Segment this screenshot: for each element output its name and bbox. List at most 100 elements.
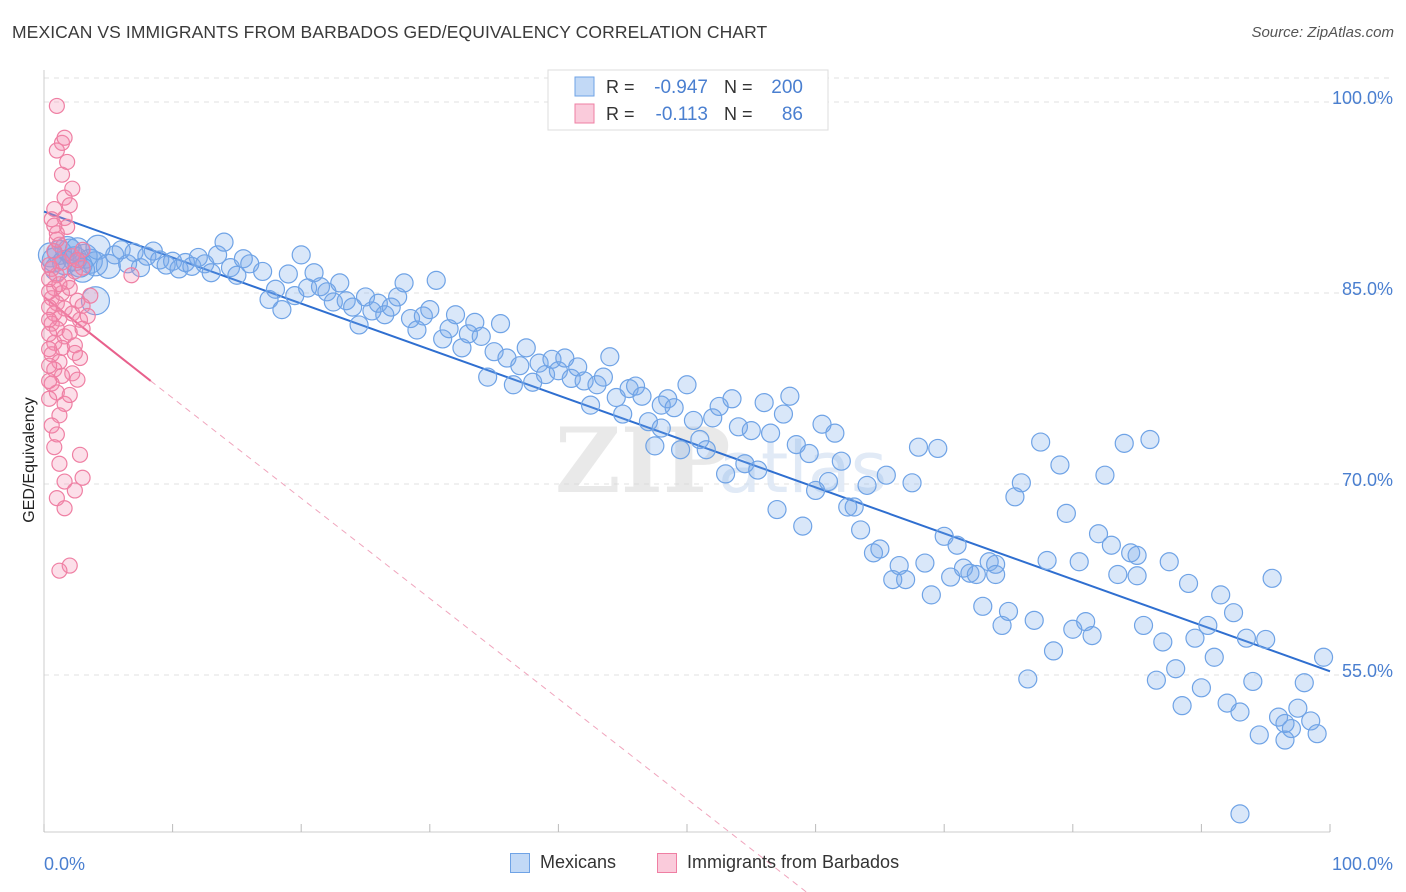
mexicans-point bbox=[683, 410, 704, 431]
mexicans-point bbox=[645, 436, 665, 456]
mexicans-point bbox=[838, 497, 858, 517]
barbados-point bbox=[43, 417, 60, 434]
mexicans-point bbox=[1069, 552, 1089, 572]
mexicans-point bbox=[394, 273, 414, 293]
mexicans-point bbox=[349, 315, 369, 335]
barbados-point bbox=[61, 197, 78, 214]
mexicans-point bbox=[452, 338, 472, 358]
mexicans-point bbox=[259, 289, 279, 310]
mexicans-point bbox=[1256, 629, 1276, 650]
mexicans-point bbox=[388, 287, 408, 307]
barbados-point bbox=[48, 142, 65, 159]
barbados-point bbox=[41, 325, 58, 342]
mexicans-point bbox=[677, 375, 697, 395]
mexicans-point bbox=[664, 398, 684, 418]
mexicans-point bbox=[214, 232, 234, 252]
mexicans-point bbox=[1313, 647, 1334, 667]
mexicans-point bbox=[1140, 429, 1160, 450]
mexicans-point bbox=[445, 305, 466, 325]
barbados-point bbox=[59, 153, 76, 171]
mexicans-point bbox=[703, 408, 723, 428]
legend-label-mexicans: Mexicans bbox=[540, 852, 617, 872]
legend-swatch bbox=[574, 76, 595, 97]
mexicans-point bbox=[587, 375, 607, 395]
mexicans-point bbox=[368, 293, 388, 313]
mexicans-point bbox=[1133, 615, 1154, 636]
mexicans-point bbox=[773, 404, 794, 424]
mexicans-point bbox=[613, 404, 633, 424]
axes: 55.0% 70.0% 85.0% 100.0% 0.0% 100.0% bbox=[43, 70, 1393, 874]
mexicans-point bbox=[1275, 713, 1295, 734]
legend-box bbox=[547, 69, 829, 131]
legend-item-barbados[interactable]: Immigrants from Barbados bbox=[657, 852, 899, 873]
mexicans-point bbox=[1281, 718, 1302, 739]
mexicans-point bbox=[1262, 568, 1282, 588]
mexicans-point bbox=[310, 277, 331, 297]
mexicans-point bbox=[748, 460, 768, 480]
barbados-point bbox=[41, 341, 58, 358]
barbados-trend-extension bbox=[150, 380, 808, 892]
mexicans-point bbox=[928, 438, 948, 459]
legend-r-value: -0.113 bbox=[656, 104, 708, 125]
mexicans-point bbox=[1056, 503, 1076, 523]
mexicans-point bbox=[1076, 612, 1096, 632]
mexicans-point bbox=[947, 535, 967, 555]
legend-label-barbados: Immigrants from Barbados bbox=[687, 852, 900, 872]
mexicans-point bbox=[1153, 632, 1173, 652]
mexicans-point bbox=[1204, 647, 1224, 667]
mexicans-point bbox=[857, 475, 877, 495]
mexicans-point bbox=[600, 347, 620, 367]
mexicans-point bbox=[1159, 552, 1179, 572]
mexicans-point bbox=[921, 585, 941, 605]
legend-r-value: -0.947 bbox=[654, 77, 708, 98]
barbados-point bbox=[123, 267, 140, 284]
mexicans-point bbox=[728, 417, 749, 437]
mexicans-point bbox=[330, 273, 350, 293]
barbados-point bbox=[56, 500, 73, 517]
legend-n-value: 86 bbox=[782, 104, 803, 125]
barbados-point bbox=[41, 256, 58, 274]
mexicans-point bbox=[986, 564, 1006, 585]
mexicans-point bbox=[1114, 433, 1134, 453]
barbados-point bbox=[66, 482, 83, 499]
mexicans-point bbox=[896, 569, 916, 590]
mexicans-point bbox=[201, 263, 221, 283]
mexicans-point bbox=[1005, 487, 1025, 507]
legend-n-label: N = bbox=[724, 104, 753, 124]
mexicans-point bbox=[1275, 730, 1295, 750]
mexicans-point bbox=[375, 305, 395, 325]
mexicans-point bbox=[272, 300, 292, 320]
mexicans-point bbox=[1095, 465, 1115, 485]
chart-title: MEXICAN VS IMMIGRANTS FROM BARBADOS GED/… bbox=[12, 22, 768, 42]
barbados-point bbox=[61, 386, 78, 404]
mexicans-point bbox=[1024, 610, 1044, 630]
mexicans-point bbox=[992, 615, 1012, 636]
mexicans-point bbox=[1185, 628, 1205, 648]
barbados-point bbox=[41, 390, 58, 407]
barbados-point bbox=[71, 446, 89, 463]
legend-top: R = -0.947 N = 200 R = -0.113 N = 86 bbox=[547, 69, 829, 131]
barbados-point bbox=[56, 129, 73, 146]
mexicans-point bbox=[490, 314, 511, 334]
mexicans-point bbox=[1236, 628, 1257, 648]
mexicans-point bbox=[510, 356, 530, 376]
mexicans-point bbox=[1037, 550, 1057, 571]
mexicans-point bbox=[503, 375, 523, 395]
mexicans-point bbox=[1088, 524, 1109, 544]
mexicans-point bbox=[1211, 585, 1231, 605]
barbados-point bbox=[69, 251, 86, 269]
mexicans-point bbox=[1011, 473, 1031, 493]
legend-item-mexicans[interactable]: Mexicans bbox=[510, 852, 616, 873]
barbados-point bbox=[74, 241, 91, 258]
mexicans-point bbox=[574, 371, 594, 391]
mexicans-point bbox=[1294, 673, 1314, 693]
mexicans-swatch bbox=[510, 852, 530, 873]
barbados-point bbox=[61, 279, 78, 297]
watermark-atlas: atlas bbox=[718, 427, 887, 509]
barbados-point bbox=[41, 270, 58, 288]
mexicans-point bbox=[986, 554, 1006, 574]
barbados-swatch bbox=[657, 852, 677, 873]
mexicans-point bbox=[754, 393, 774, 413]
mexicans-point bbox=[253, 261, 273, 282]
